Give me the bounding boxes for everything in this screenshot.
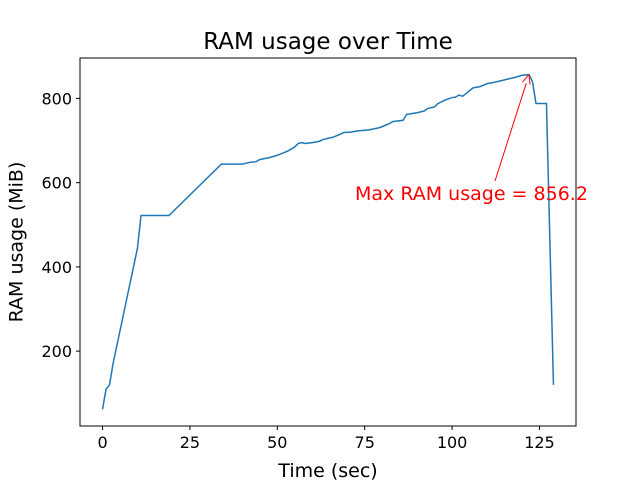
x-axis-label: Time (sec) bbox=[277, 460, 377, 480]
annotation-arrow bbox=[494, 83, 527, 182]
y-tick-label: 600 bbox=[41, 174, 72, 193]
x-tick-label: 100 bbox=[437, 433, 468, 452]
y-tick-label: 400 bbox=[41, 258, 72, 277]
x-tick-label: 50 bbox=[267, 433, 287, 452]
ram-line bbox=[101, 73, 555, 410]
x-tick-label: 0 bbox=[97, 433, 107, 452]
plot-frame bbox=[79, 57, 577, 427]
x-tick-label: 25 bbox=[180, 433, 200, 452]
annotation-text: Max RAM usage = 856.2 bbox=[355, 183, 588, 205]
annotation-arrowhead bbox=[522, 74, 531, 85]
x-tick-label: 125 bbox=[524, 433, 555, 452]
x-tick-label: 75 bbox=[355, 433, 375, 452]
y-axis-label: RAM usage (MiB) bbox=[6, 162, 28, 323]
y-tick-label: 800 bbox=[41, 89, 72, 108]
y-tick-label: 200 bbox=[41, 342, 72, 361]
chart-title: RAM usage over Time bbox=[203, 29, 453, 55]
